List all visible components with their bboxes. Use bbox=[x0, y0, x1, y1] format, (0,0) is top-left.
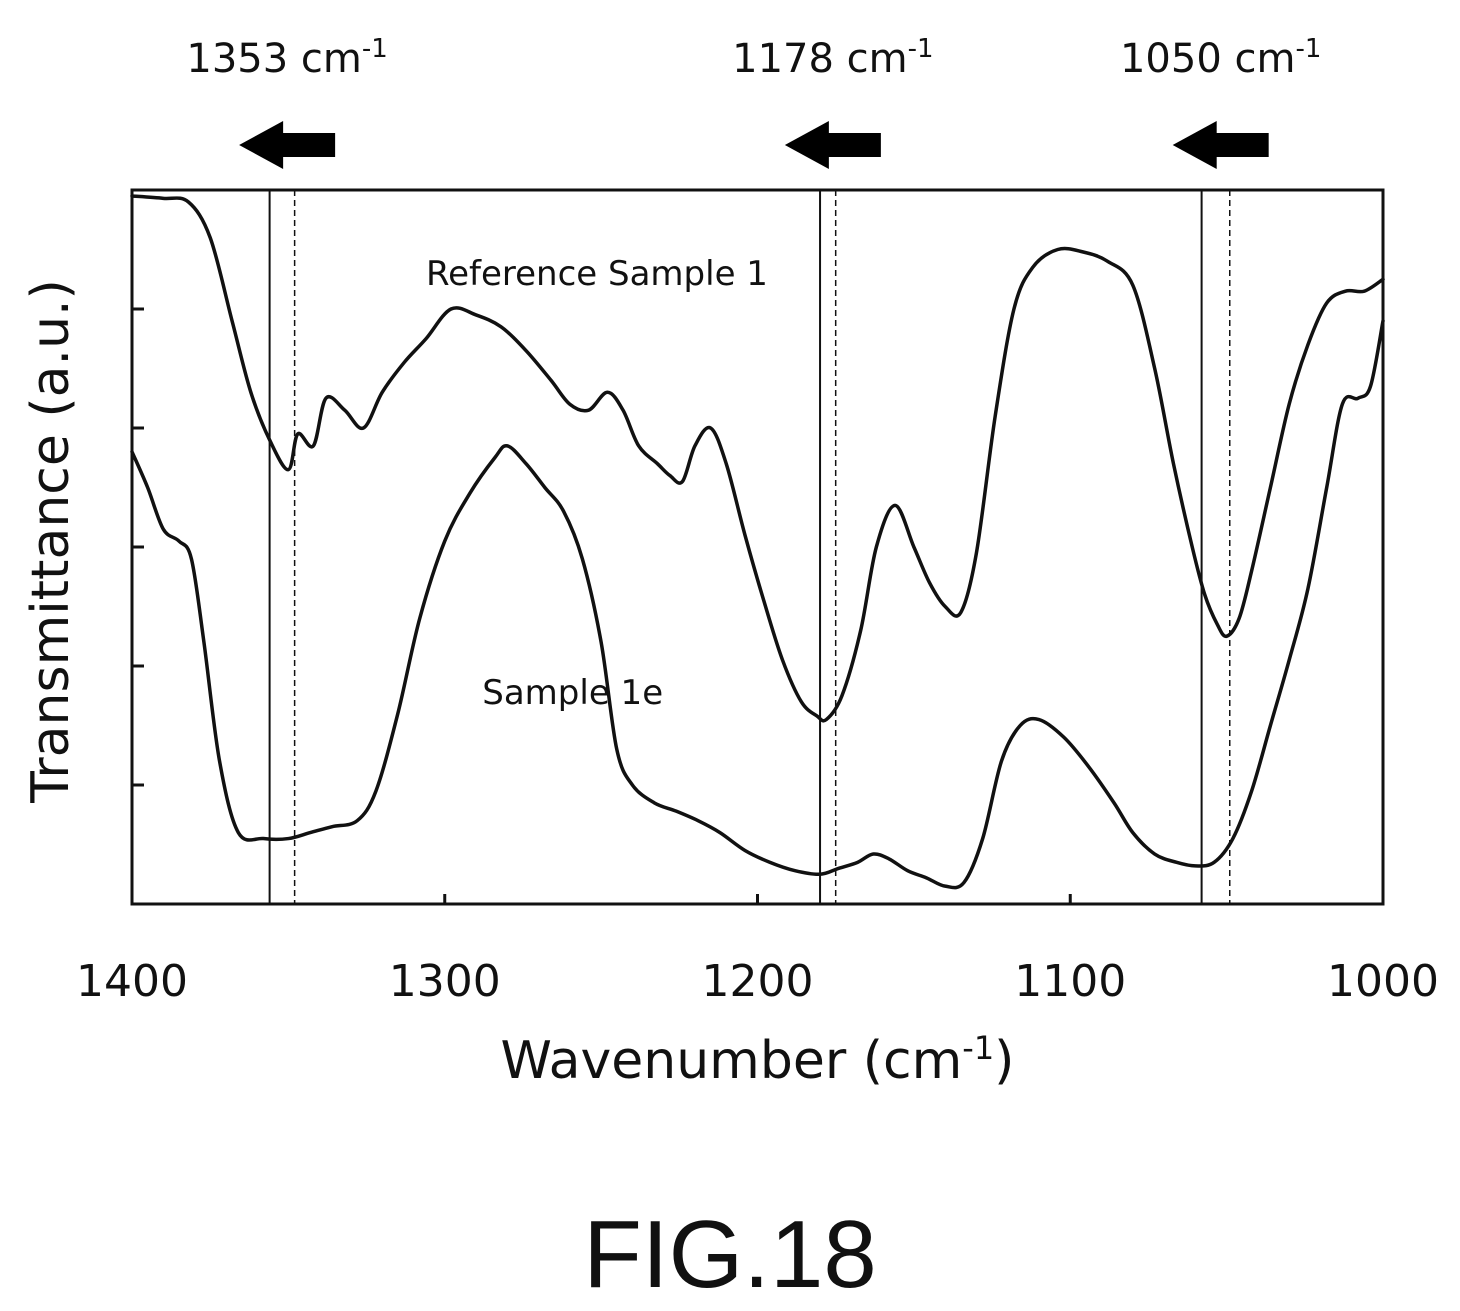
y-axis-title: Transmittance (a.u.) bbox=[21, 279, 81, 804]
figure-caption: FIG.18 bbox=[583, 1201, 877, 1308]
peak-label: 1050 cm-1 bbox=[1120, 34, 1321, 82]
x-axis-title-main: Wavenumber (cm bbox=[501, 1031, 963, 1091]
plot-frame bbox=[130, 188, 1385, 906]
peak-label: 1178 cm-1 bbox=[732, 34, 933, 82]
peak-arrow-left bbox=[1172, 121, 1269, 169]
peak-label: 1353 cm-1 bbox=[186, 34, 387, 82]
peak-arrow-left bbox=[239, 121, 336, 169]
ftir-chart: 1353 cm-1 1178 cm-1 1050 cm-1 Reference Sa… bbox=[21, 34, 1439, 1091]
x-tick-label: 1400 bbox=[76, 956, 188, 1007]
peak-arrow-left bbox=[784, 121, 881, 169]
series-line-0 bbox=[130, 194, 1385, 723]
series-label-1: Sample 1e bbox=[482, 673, 663, 713]
x-axis-title-sup: -1 bbox=[962, 1029, 994, 1067]
x-axis-title-close: ) bbox=[994, 1031, 1014, 1091]
x-tick-label: 1100 bbox=[1014, 956, 1126, 1007]
x-tick-label: 1300 bbox=[389, 956, 501, 1007]
x-tick-label: 1200 bbox=[702, 956, 814, 1007]
x-tick-label: 1000 bbox=[1327, 956, 1439, 1007]
series-line-1 bbox=[130, 319, 1385, 890]
series-label-0: Reference Sample 1 bbox=[426, 254, 768, 294]
x-axis-title: Wavenumber (cm-1) bbox=[501, 1029, 1015, 1091]
